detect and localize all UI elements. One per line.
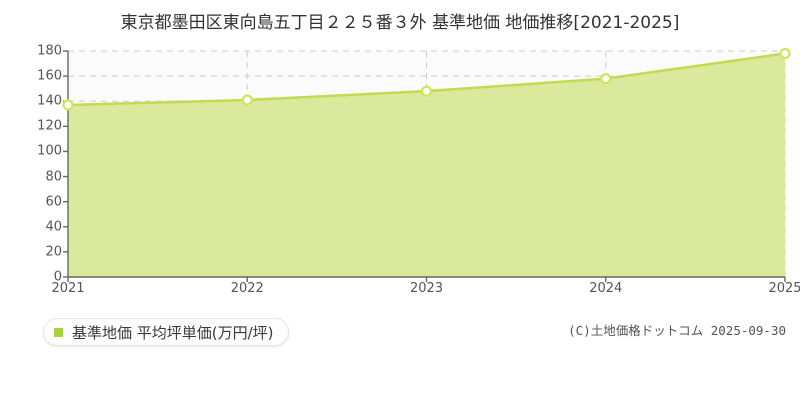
chart-svg	[62, 47, 791, 282]
y-axis-tick-label: 0	[53, 269, 62, 285]
x-axis-tick-label: 2024	[589, 281, 623, 296]
y-axis-tick-label: 140	[37, 93, 62, 109]
y-axis-tick-label: 40	[45, 219, 62, 235]
legend-label: 基準地価 平均坪単価(万円/坪)	[72, 323, 274, 342]
x-axis-tick-label: 2022	[230, 281, 264, 296]
legend-swatch-icon	[54, 327, 63, 337]
y-axis-tick-label: 180	[37, 43, 62, 59]
x-axis-tick-label: 2021	[51, 281, 85, 296]
y-axis-tick-label: 20	[45, 244, 62, 260]
y-axis-tick-label: 80	[45, 169, 62, 185]
y-axis-tick-label: 100	[37, 143, 62, 159]
y-axis-tick-label: 120	[37, 118, 62, 134]
y-axis-tick-label: 160	[37, 68, 62, 84]
y-axis-tick-label: 60	[45, 194, 62, 210]
plot-area: 0 20 40 60 80 100 120 140 160 180 2021 2022 2023 202…	[37, 43, 800, 297]
x-axis-tick-label: 2025	[768, 281, 800, 296]
chart-legend[interactable]: 基準地価 平均坪単価(万円/坪)	[43, 318, 289, 346]
page-title: 東京都墨田区東向島五丁目２２５番３外 基準地価 地価推移[2021-2025]	[120, 13, 680, 33]
x-axis-tick-label: 2023	[409, 281, 444, 296]
copyright-credit: (C)土地価格ドットコム 2025-09-30	[568, 323, 786, 338]
